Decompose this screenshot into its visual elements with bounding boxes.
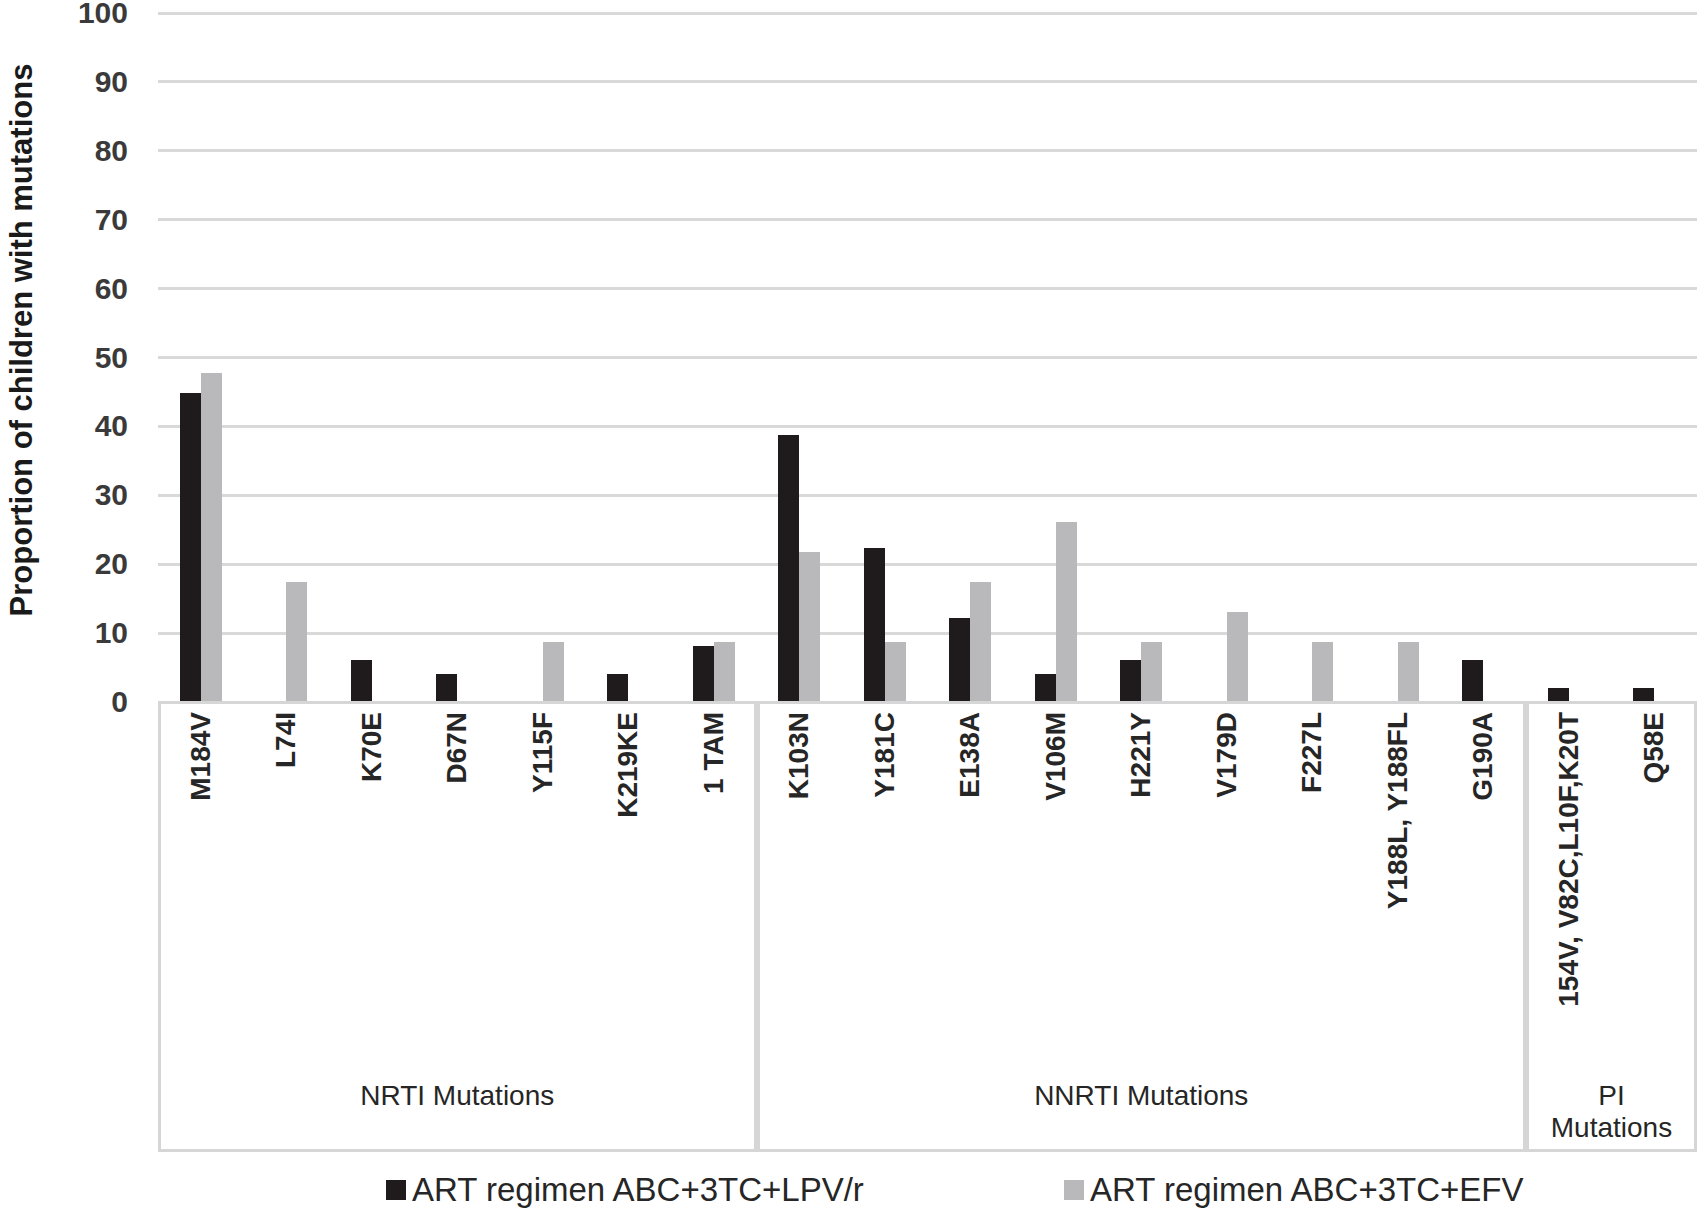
bar-D67N-series0 — [436, 674, 457, 702]
legend-swatch-icon — [386, 1180, 406, 1200]
bar-K103N-series0 — [778, 435, 799, 702]
gridline — [158, 287, 1697, 290]
y-tick-label: 60 — [28, 272, 128, 306]
bar-K103N-series1 — [799, 552, 820, 702]
bar-K70E-series0 — [351, 660, 372, 702]
legend-swatch-icon — [1064, 1180, 1084, 1200]
legend-item-series1: ART regimen ABC+3TC+EFV — [1064, 1170, 1523, 1210]
gridline — [158, 356, 1697, 359]
legend-label: ART regimen ABC+3TC+EFV — [1090, 1171, 1523, 1209]
y-tick-label: 100 — [28, 0, 128, 30]
category-label: K70E — [357, 712, 387, 782]
category-label: 154V, V82C,L10F,K20T — [1554, 712, 1584, 1007]
bar-Y115F-series1 — [543, 642, 564, 702]
gridline — [158, 218, 1697, 221]
legend-label: ART regimen ABC+3TC+LPV/r — [412, 1171, 864, 1209]
category-label: K103N — [784, 712, 814, 799]
category-label: K219KE — [613, 712, 643, 818]
bar-1TAM-series1 — [714, 642, 735, 702]
bar-Y181C-series1 — [885, 642, 906, 702]
group-label-1: NNRTI Mutations — [757, 1080, 1527, 1112]
category-label: E138A — [955, 712, 985, 798]
gridline — [158, 563, 1697, 566]
y-tick-label: 30 — [28, 478, 128, 512]
bar-M184V-series0 — [180, 393, 201, 702]
bar-1TAM-series0 — [693, 646, 714, 702]
category-label: G190A — [1468, 712, 1498, 801]
bar-H221Y-series0 — [1120, 660, 1141, 702]
y-tick-label: 50 — [28, 341, 128, 375]
bar-L74I-series1 — [286, 582, 307, 702]
category-label: H221Y — [1126, 712, 1156, 798]
category-label: V179D — [1212, 712, 1242, 798]
bar-Y188LY188FL-series1 — [1398, 642, 1419, 702]
group-label-0: NRTI Mutations — [158, 1080, 757, 1112]
category-label: Y188L, Y188FL — [1383, 712, 1413, 909]
category-label: D67N — [442, 712, 472, 784]
bar-V106M-series0 — [1035, 674, 1056, 702]
gridline — [158, 12, 1697, 15]
y-tick-label: 70 — [28, 203, 128, 237]
bar-H221Y-series1 — [1141, 642, 1162, 702]
bar-Q58E-series0 — [1633, 688, 1654, 702]
y-tick-label: 10 — [28, 616, 128, 650]
bar-V106M-series1 — [1056, 522, 1077, 702]
legend-item-series0: ART regimen ABC+3TC+LPV/r — [386, 1170, 864, 1210]
gridline — [158, 425, 1697, 428]
group-label-2: PI Mutations — [1547, 1080, 1677, 1144]
y-tick-label: 40 — [28, 409, 128, 443]
y-tick-label: 0 — [28, 685, 128, 719]
y-tick-label: 80 — [28, 134, 128, 168]
category-label: F227L — [1297, 712, 1327, 793]
bar-chart-figure: Proportion of children with mutations 01… — [0, 0, 1702, 1213]
bar-V179D-series1 — [1227, 612, 1248, 702]
bar-M184V-series1 — [201, 373, 222, 702]
category-label: L74I — [271, 712, 301, 768]
bar-Y181C-series0 — [864, 548, 885, 702]
category-label: M184V — [186, 712, 216, 801]
bar-K219KE-series0 — [607, 674, 628, 702]
category-label: Y115F — [528, 712, 558, 793]
category-label: Y181C — [870, 712, 900, 798]
category-label: Q58E — [1639, 712, 1669, 784]
bar-154VV82CL10FK20T-series0 — [1548, 688, 1569, 702]
bar-E138A-series0 — [949, 618, 970, 702]
bar-F227L-series1 — [1312, 642, 1333, 702]
gridline — [158, 80, 1697, 83]
gridline — [158, 149, 1697, 152]
y-tick-label: 90 — [28, 65, 128, 99]
gridline — [158, 494, 1697, 497]
bar-E138A-series1 — [970, 582, 991, 702]
category-label: 1 TAM — [699, 712, 729, 794]
gridline — [158, 632, 1697, 635]
category-label: V106M — [1041, 712, 1071, 801]
bar-G190A-series0 — [1462, 660, 1483, 702]
y-tick-label: 20 — [28, 547, 128, 581]
